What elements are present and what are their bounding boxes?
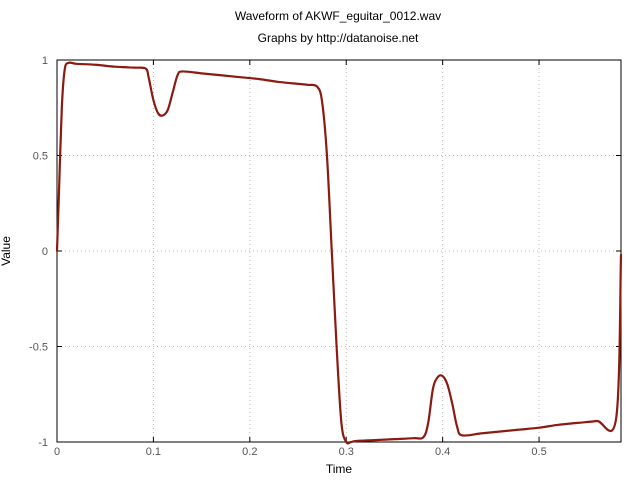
- waveform-series-line: [55, 61, 623, 445]
- x-axis-label: Time: [326, 462, 353, 476]
- y-tick-label: -1: [38, 437, 48, 449]
- chart-subtitle: Graphs by http://datanoise.net: [258, 31, 419, 45]
- chart-title: Waveform of AKWF_eguitar_0012.wav: [235, 9, 441, 23]
- x-tick-label: 0.1: [146, 446, 161, 458]
- x-tick-label: 0.5: [531, 446, 546, 458]
- y-tick-label: -0.5: [29, 342, 48, 354]
- y-tick-label: 1: [42, 55, 48, 67]
- y-tick-label: 0: [42, 246, 48, 258]
- y-axis-label: Value: [0, 236, 13, 266]
- y-tick-label: 0.5: [33, 151, 48, 163]
- tick-layer: 0 0.1 0.2 0.3 0.4 0.5 -1 -0.5 0 0.5 1: [29, 55, 621, 458]
- x-tick-label: 0.2: [242, 446, 257, 458]
- x-tick-label: 0: [54, 446, 60, 458]
- series-layer: [55, 61, 623, 445]
- x-tick-label: 0.3: [339, 446, 354, 458]
- x-tick-label: 0.4: [435, 446, 450, 458]
